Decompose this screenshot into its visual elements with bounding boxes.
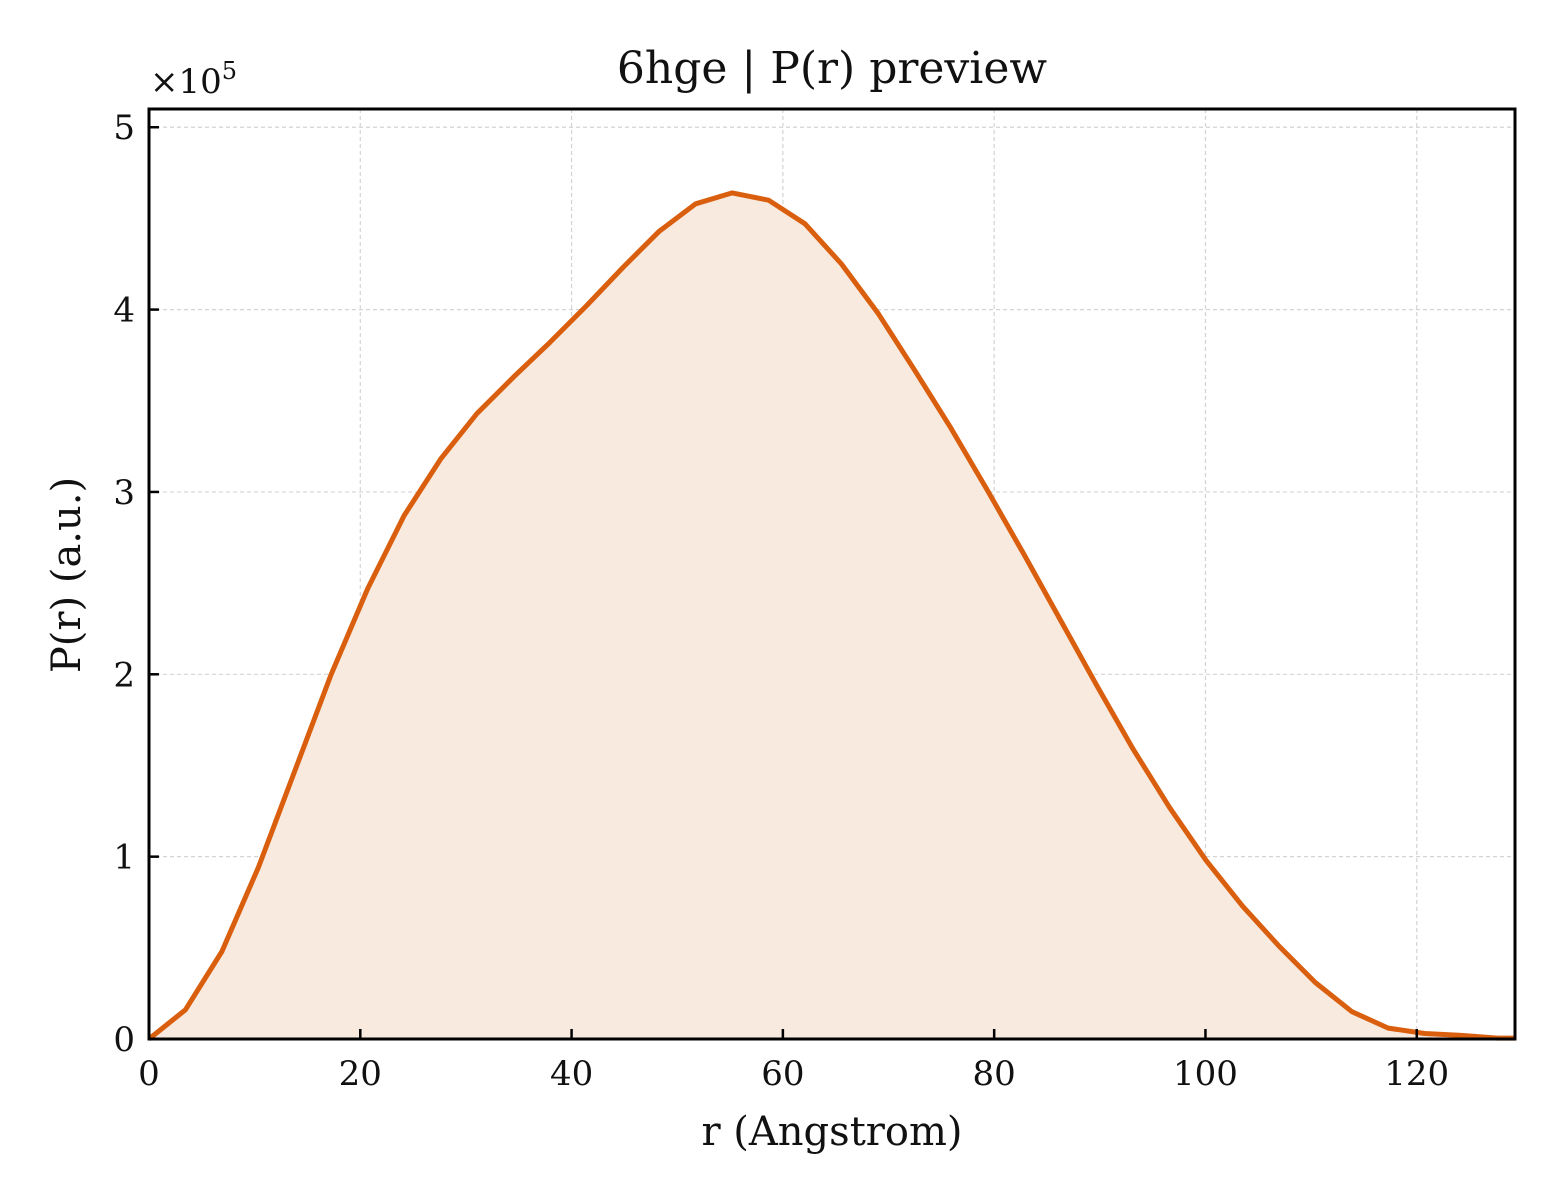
chart-title: 6hge | P(r) preview (617, 43, 1047, 94)
ticks: 0 20 40 60 80 100 120 0 1 2 3 4 5 (113, 108, 1449, 1094)
x-tick-label: 80 (973, 1054, 1016, 1094)
pr-series-line (147, 190, 1515, 1041)
y-tick-label: 5 (113, 108, 135, 148)
x-tick-label: 60 (761, 1054, 804, 1094)
y-tick-label: 0 (113, 1020, 135, 1060)
y-axis-label: P(r) (a.u.) (44, 477, 90, 673)
y-tick-label: 2 (113, 655, 135, 695)
x-tick-label: 0 (138, 1054, 160, 1094)
axes-frame (147, 107, 1517, 1041)
x-tick-label: 20 (339, 1054, 382, 1094)
x-tick-label: 100 (1173, 1054, 1238, 1094)
x-tick-label: 40 (550, 1054, 593, 1094)
x-tick-label: 120 (1384, 1054, 1449, 1094)
y-tick-label: 3 (113, 473, 135, 513)
y-axis-offset-label: ×105 (150, 57, 237, 102)
pr-fill-area (149, 192, 1515, 1039)
y-axis-offset-base: ×10 (150, 62, 222, 102)
y-tick-label: 4 (113, 291, 135, 331)
y-axis-offset-exponent: 5 (222, 57, 237, 85)
x-axis-label: r (Angstrom) (701, 1109, 962, 1155)
y-tick-label: 1 (113, 838, 135, 878)
